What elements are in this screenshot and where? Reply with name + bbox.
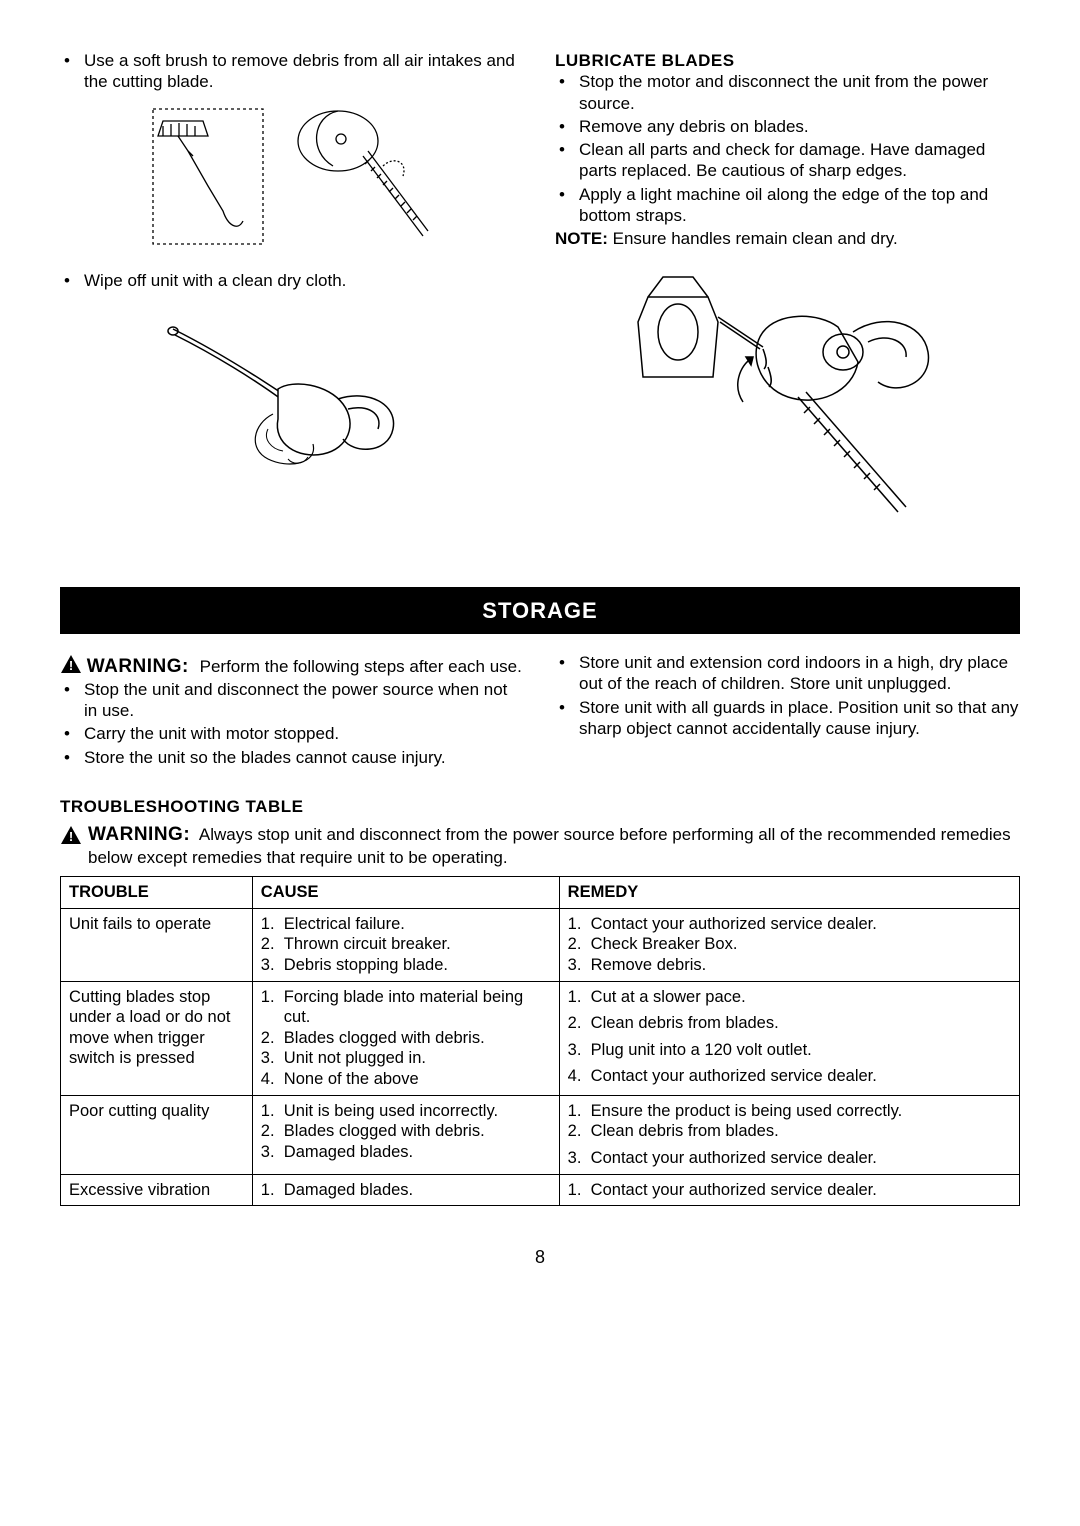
bullet-text: Wipe off unit with a clean dry cloth. bbox=[84, 270, 525, 291]
bullet-dot: • bbox=[555, 652, 569, 695]
bullet-text: Carry the unit with motor stopped. bbox=[84, 723, 525, 744]
trouble-cell: Poor cutting quality bbox=[61, 1095, 253, 1174]
bullet-dot: • bbox=[60, 723, 74, 744]
remedy-cell: 1.Ensure the product is being used corre… bbox=[559, 1095, 1019, 1174]
bullet-text: Apply a light machine oil along the edge… bbox=[579, 184, 1020, 227]
troubleshoot-title: TROUBLESHOOTING TABLE bbox=[60, 796, 1020, 817]
note-text: Ensure handles remain clean and dry. bbox=[608, 229, 898, 248]
bullet-item: •Stop the unit and disconnect the power … bbox=[60, 679, 525, 722]
note-label: NOTE: bbox=[555, 229, 608, 248]
warning-icon: ! bbox=[60, 825, 82, 845]
figure-cloth-wipe bbox=[60, 299, 525, 484]
remedy-cell: 1.Cut at a slower pace.2.Clean debris fr… bbox=[559, 981, 1019, 1095]
note-line: NOTE: Ensure handles remain clean and dr… bbox=[555, 228, 1020, 249]
cause-cell: 1.Electrical failure.2.Thrown circuit br… bbox=[252, 908, 559, 981]
warning-icon: ! bbox=[60, 659, 87, 678]
table-row: Unit fails to operate1.Electrical failur… bbox=[61, 908, 1020, 981]
bullet-item: •Clean all parts and check for damage. H… bbox=[555, 139, 1020, 182]
bullet-text: Store the unit so the blades cannot caus… bbox=[84, 747, 525, 768]
bullet-item: • Store the unit so the blades cannot cau… bbox=[60, 747, 525, 768]
table-row: Cutting blades stop under a load or do n… bbox=[61, 981, 1020, 1095]
warning-block: ! WARNING: Perform the following steps a… bbox=[60, 652, 525, 679]
bullet-item: • Wipe off unit with a clean dry cloth. bbox=[60, 270, 525, 291]
warning-word: WARNING: bbox=[87, 656, 189, 677]
bullet-text: Stop the motor and disconnect the unit f… bbox=[579, 71, 1020, 114]
bullet-item: • Remove any debris on blades. bbox=[555, 116, 1020, 137]
bullet-item: •Apply a light machine oil along the edg… bbox=[555, 184, 1020, 227]
bullet-text: Stop the unit and disconnect the power s… bbox=[84, 679, 525, 722]
bullet-dot: • bbox=[60, 270, 74, 291]
warning-text: Always stop unit and disconnect from the… bbox=[88, 825, 1011, 867]
table-header-row: TROUBLE CAUSE REMEDY bbox=[61, 877, 1020, 909]
cause-cell: 1.Forcing blade into material being cut.… bbox=[252, 981, 559, 1095]
bullet-text: Store unit with all guards in place. Pos… bbox=[579, 697, 1020, 740]
warning-lead: Perform the following steps after each u… bbox=[200, 657, 522, 676]
storage-section-bar: STORAGE bbox=[60, 587, 1020, 635]
col-remedy: REMEDY bbox=[559, 877, 1019, 909]
bullet-dot: • bbox=[60, 679, 74, 722]
troubleshoot-table: TROUBLE CAUSE REMEDY Unit fails to opera… bbox=[60, 876, 1020, 1206]
svg-text:!: ! bbox=[69, 658, 73, 673]
cause-cell: 1.Damaged blades. bbox=[252, 1174, 559, 1206]
bullet-dot: • bbox=[555, 71, 569, 114]
figure-brush-blade bbox=[60, 101, 525, 256]
bullet-item: •Store unit and extension cord indoors i… bbox=[555, 652, 1020, 695]
bullet-dot: • bbox=[555, 139, 569, 182]
bullet-item: • Carry the unit with motor stopped. bbox=[60, 723, 525, 744]
bullet-text: Remove any debris on blades. bbox=[579, 116, 1020, 137]
bullet-dot: • bbox=[60, 747, 74, 768]
warning-word: WARNING: bbox=[88, 824, 190, 845]
col-cause: CAUSE bbox=[252, 877, 559, 909]
page-number: 8 bbox=[60, 1246, 1020, 1269]
remedy-cell: 1.Contact your authorized service dealer… bbox=[559, 908, 1019, 981]
svg-text:!: ! bbox=[69, 829, 73, 844]
bullet-dot: • bbox=[555, 184, 569, 227]
figure-lubricate bbox=[555, 257, 1020, 532]
bullet-item: • Use a soft brush to remove debris from… bbox=[60, 50, 525, 93]
bullet-item: •Stop the motor and disconnect the unit … bbox=[555, 71, 1020, 114]
bullet-dot: • bbox=[555, 697, 569, 740]
remedy-cell: 1.Contact your authorized service dealer… bbox=[559, 1174, 1019, 1206]
bullet-item: •Store unit with all guards in place. Po… bbox=[555, 697, 1020, 740]
cause-cell: 1.Unit is being used incorrectly.2.Blade… bbox=[252, 1095, 559, 1174]
trouble-cell: Unit fails to operate bbox=[61, 908, 253, 981]
col-trouble: TROUBLE bbox=[61, 877, 253, 909]
bullet-text: Clean all parts and check for damage. Ha… bbox=[579, 139, 1020, 182]
lubricate-heading: LUBRICATE BLADES bbox=[555, 50, 1020, 71]
trouble-cell: Cutting blades stop under a load or do n… bbox=[61, 981, 253, 1095]
bullet-text: Store unit and extension cord indoors in… bbox=[579, 652, 1020, 695]
table-row: Poor cutting quality1.Unit is being used… bbox=[61, 1095, 1020, 1174]
bullet-dot: • bbox=[60, 50, 74, 93]
bullet-text: Use a soft brush to remove debris from a… bbox=[84, 50, 525, 93]
trouble-cell: Excessive vibration bbox=[61, 1174, 253, 1206]
bullet-dot: • bbox=[555, 116, 569, 137]
table-row: Excessive vibration1.Damaged blades.1.Co… bbox=[61, 1174, 1020, 1206]
troubleshoot-warning: ! WARNING: Always stop unit and disconne… bbox=[60, 823, 1020, 868]
